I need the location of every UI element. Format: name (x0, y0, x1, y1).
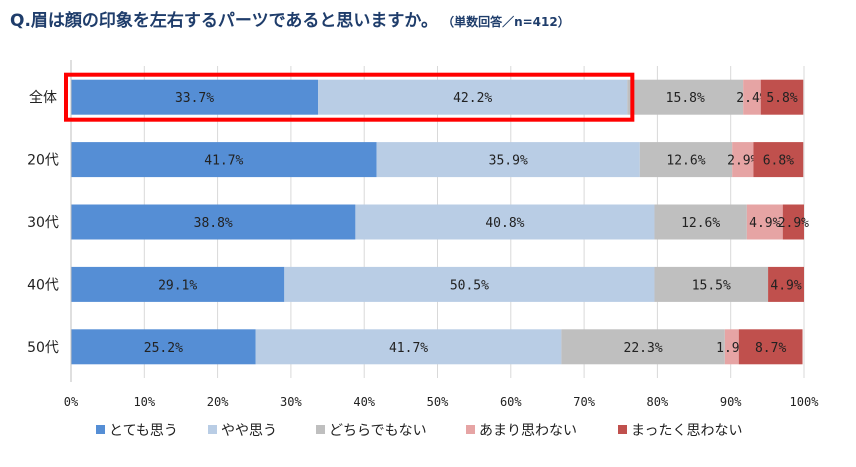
bar-segment (768, 266, 804, 302)
x-tick-label: 50% (427, 395, 449, 409)
legend-label: あまり思わない (479, 423, 577, 439)
data-label: 40.8% (485, 216, 524, 231)
category-label: 20代 (27, 153, 59, 169)
data-label: 12.6% (666, 154, 705, 169)
bar-segment (71, 329, 256, 365)
data-label: 15.8% (666, 91, 705, 106)
x-tick-label: 90% (720, 395, 742, 409)
highlight-box (64, 72, 635, 122)
bar-segment (732, 142, 754, 178)
data-label: 38.8% (194, 216, 233, 231)
chart-title: Q.眉は顔の印象を左右するパーツであると思いますか。 （単数回答／n=412） (10, 6, 570, 31)
legend-swatch (96, 425, 105, 434)
legend-swatch (618, 425, 627, 434)
data-label: 29.1% (158, 278, 197, 293)
data-label: 22.3% (624, 341, 663, 356)
bar-segment (738, 329, 803, 365)
bar-segment (355, 204, 655, 240)
data-label: 2.9% (778, 216, 809, 231)
bar-segment (746, 204, 783, 240)
x-tick-label: 70% (573, 395, 595, 409)
bar-segment (71, 266, 285, 302)
data-label: 50.5% (450, 278, 489, 293)
category-label: 全体 (29, 89, 57, 106)
x-tick-label: 40% (353, 395, 375, 409)
data-label: 8.7% (755, 341, 786, 356)
bar-segment (760, 79, 804, 115)
category-label: 40代 (27, 277, 59, 293)
data-label: 41.7% (204, 154, 243, 169)
bar-segment (782, 204, 804, 240)
bar-segment (753, 142, 804, 178)
legend-label: やや思う (221, 423, 277, 439)
bar-segment (639, 142, 733, 178)
data-label: 4.9% (770, 278, 801, 293)
x-tick-label: 60% (500, 395, 522, 409)
data-label: 6.8% (763, 154, 794, 169)
bar-segment (561, 329, 725, 365)
bar-segment (71, 142, 377, 178)
sample-size-note: （単数回答／n=412） (448, 15, 570, 29)
x-tick-label: 100% (790, 395, 820, 409)
data-label: 25.2% (144, 341, 183, 356)
x-tick-label: 0% (64, 395, 79, 409)
x-tick-label: 80% (647, 395, 669, 409)
bar-segment (318, 79, 628, 115)
bar-segment (654, 266, 769, 302)
legend-label: どちらでもない (329, 423, 427, 439)
data-label: 41.7% (389, 341, 428, 356)
bar-segment (255, 329, 562, 365)
data-label: 12.6% (681, 216, 720, 231)
bar-segment (71, 79, 319, 115)
data-label: 33.7% (175, 91, 214, 106)
data-label: 2.9% (727, 154, 758, 169)
category-label: 50代 (27, 340, 59, 356)
bar-segment (376, 142, 640, 178)
bar-segment (627, 79, 744, 115)
x-tick-label: 20% (207, 395, 229, 409)
x-tick-label: 10% (133, 395, 155, 409)
data-label: 35.9% (489, 154, 528, 169)
data-label: 5.8% (766, 91, 797, 106)
bar-segment (284, 266, 655, 302)
data-label: 2.4% (736, 91, 767, 106)
legend-swatch (208, 425, 217, 434)
x-tick-label: 30% (280, 395, 302, 409)
data-label: 15.5% (692, 278, 731, 293)
bar-segment (71, 204, 356, 240)
data-label: 42.2% (453, 91, 492, 106)
question-text: Q.眉は顔の印象を左右するパーツであると思いますか。 (10, 11, 439, 31)
legend-swatch (316, 425, 325, 434)
bar-segment (724, 329, 739, 365)
legend-label: まったく思わない (631, 423, 742, 439)
legend-label: とても思う (109, 423, 178, 439)
legend-swatch (466, 425, 475, 434)
category-label: 30代 (27, 215, 59, 231)
bar-segment (743, 79, 761, 115)
bar-segment (654, 204, 747, 240)
data-label: 4.9% (749, 216, 780, 231)
